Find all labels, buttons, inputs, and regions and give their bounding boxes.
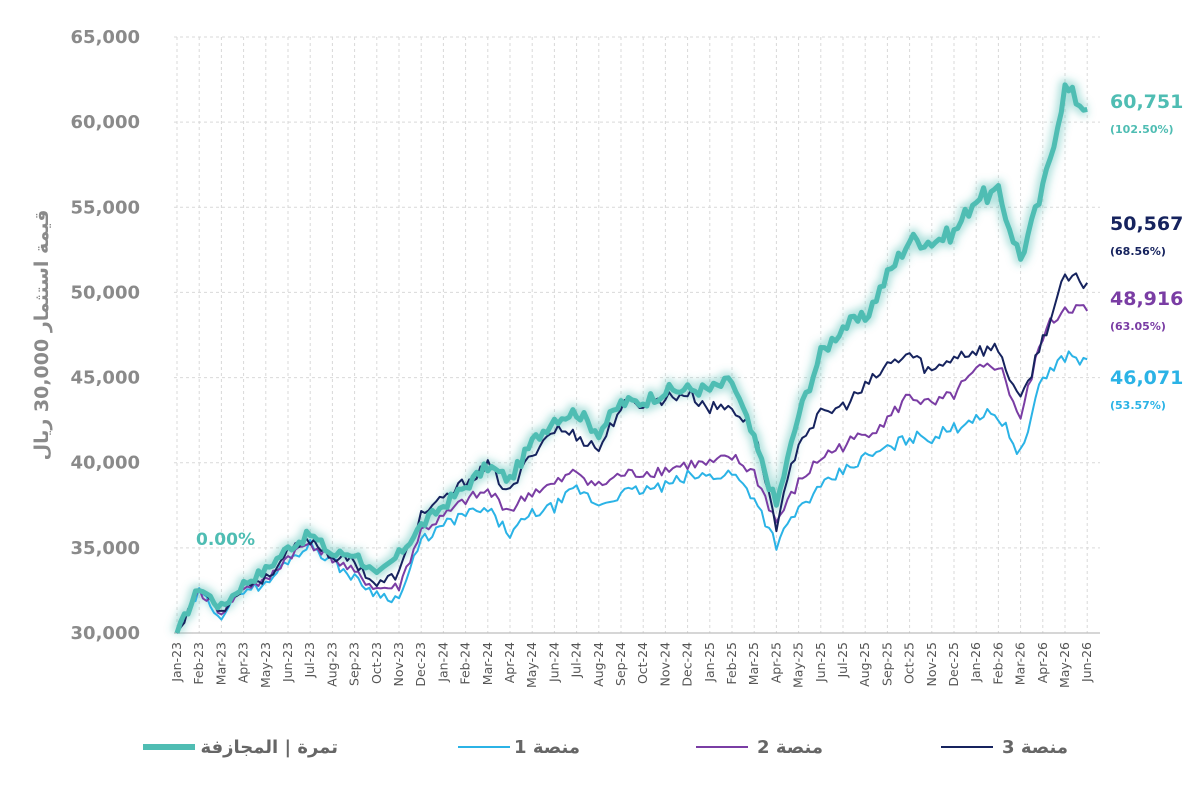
x-tick-label: Oct-23 xyxy=(369,642,384,684)
x-tick-label: Aug-23 xyxy=(324,642,339,687)
x-tick-label: Mar-24 xyxy=(480,642,495,685)
x-axis: Jan-23 Feb-23 Mar-23 Apr-23 May-23 Jun-23 Jul-… xyxy=(169,642,1094,688)
x-tick-label: Dec-24 xyxy=(680,642,695,687)
end-value-label: 48,916 xyxy=(1110,288,1183,310)
series-line-1 xyxy=(174,82,1088,634)
legend-label: تمرة | المجازفة xyxy=(200,737,338,758)
x-tick-label: Apr-24 xyxy=(502,642,517,683)
x-tick-label: Jan-25 xyxy=(702,642,717,683)
x-tick-label: May-23 xyxy=(258,642,273,688)
x-tick-label: Feb-23 xyxy=(191,642,206,685)
y-tick-label: 65,000 xyxy=(71,27,140,48)
y-tick-label: 40,000 xyxy=(71,453,140,474)
series-lines xyxy=(171,78,1090,635)
x-tick-label: Jul-25 xyxy=(835,642,850,679)
x-tick-label: Mar-25 xyxy=(746,642,761,685)
x-tick-label: Feb-24 xyxy=(458,642,473,685)
x-tick-label: Jun-23 xyxy=(280,642,295,683)
end-value-label: 60,751 xyxy=(1110,91,1183,113)
x-tick-label: Jan-24 xyxy=(435,642,450,683)
x-tick-label: Oct-25 xyxy=(902,642,917,684)
x-tick-label: Dec-23 xyxy=(413,642,428,687)
end-percent-label: (53.57%) xyxy=(1110,399,1166,412)
legend: تمرة | المجازفة منصة 1 منصة 2 منصة 3 xyxy=(143,737,1068,758)
x-tick-label: Aug-25 xyxy=(857,642,872,687)
x-tick-label: Nov-24 xyxy=(657,642,672,687)
y-tick-label: 30,000 xyxy=(71,623,140,644)
y-axis: 30,000 35,000 40,000 45,000 50,000 55,000 60,0… xyxy=(71,27,140,644)
x-tick-label: Nov-23 xyxy=(391,642,406,686)
series-line-4 xyxy=(176,272,1089,634)
start-label: 0.00% xyxy=(196,530,255,550)
y-tick-label: 35,000 xyxy=(71,538,140,559)
legend-label: منصة 2 xyxy=(757,737,823,758)
x-tick-label: Jun-24 xyxy=(546,642,561,683)
x-tick-label: Aug-24 xyxy=(591,642,606,687)
x-tick-label: Jun-25 xyxy=(813,642,828,683)
x-tick-label: May-24 xyxy=(524,642,539,688)
x-tick-label: Sep-25 xyxy=(879,642,894,686)
x-tick-label: Jan-23 xyxy=(169,642,184,683)
x-tick-label: Apr-23 xyxy=(236,642,251,683)
end-percent-label: (63.05%) xyxy=(1110,320,1166,333)
x-tick-label: Sep-23 xyxy=(347,642,362,686)
legend-label: منصة 3 xyxy=(1002,737,1068,758)
grid xyxy=(174,36,1100,634)
y-tick-label: 50,000 xyxy=(71,282,140,303)
end-percent-label: (68.56%) xyxy=(1110,245,1166,258)
x-tick-label: Apr-26 xyxy=(1035,642,1050,683)
end-percent-label: (102.50%) xyxy=(1110,123,1174,136)
legend-label: منصة 1 xyxy=(514,737,580,758)
x-tick-label: Feb-26 xyxy=(990,642,1005,685)
x-tick-label: Nov-25 xyxy=(924,642,939,686)
x-tick-label: Jun-26 xyxy=(1079,642,1094,683)
x-tick-label: Mar-26 xyxy=(1013,642,1028,685)
x-tick-label: May-25 xyxy=(791,642,806,688)
end-value-label: 50,567 xyxy=(1110,213,1183,235)
y-tick-label: 55,000 xyxy=(71,197,140,218)
x-tick-label: Jan-26 xyxy=(968,642,983,683)
y-tick-label: 60,000 xyxy=(71,112,140,133)
x-tick-label: Mar-23 xyxy=(213,642,228,685)
y-axis-label: قيمة استثمار 30,000 ريال xyxy=(31,210,53,461)
y-tick-label: 45,000 xyxy=(71,368,140,389)
x-tick-label: Dec-25 xyxy=(946,642,961,687)
x-tick-label: Jul-23 xyxy=(302,642,317,679)
x-tick-label: Sep-24 xyxy=(613,642,628,686)
end-labels: 60,751 (102.50%) 50,567 (68.56%) 48,916 (63.0… xyxy=(1110,91,1183,412)
x-tick-label: May-26 xyxy=(1057,642,1072,688)
x-tick-label: Oct-24 xyxy=(635,642,650,684)
series-line-3 xyxy=(176,304,1089,634)
x-tick-label: Jul-24 xyxy=(569,642,584,679)
end-value-label: 46,071 xyxy=(1110,367,1183,389)
x-tick-label: Apr-25 xyxy=(768,642,783,683)
x-tick-label: Feb-25 xyxy=(724,642,739,685)
